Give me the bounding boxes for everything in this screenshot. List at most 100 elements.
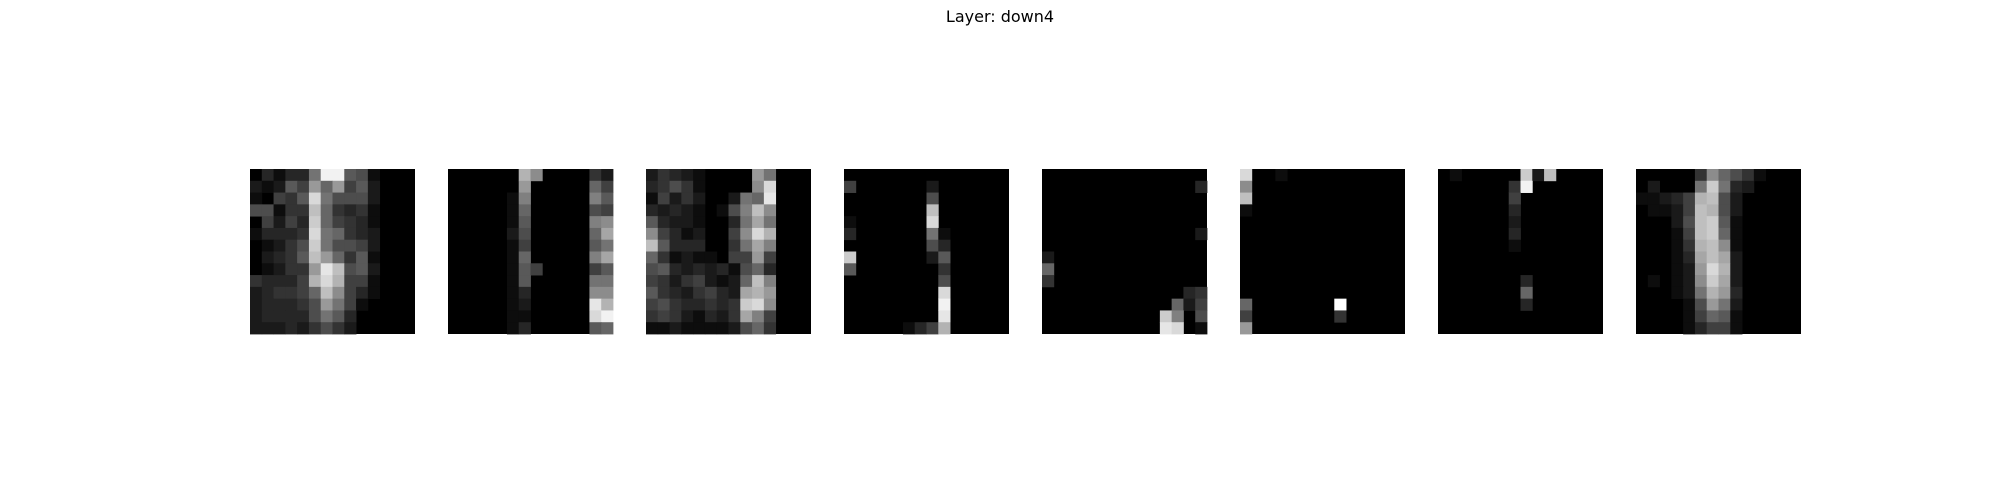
heatmap-cell (926, 251, 939, 264)
heatmap-cell (646, 192, 659, 205)
heatmap-cell (332, 204, 345, 217)
heatmap-cell (681, 251, 694, 264)
heatmap-cell (297, 251, 310, 264)
heatmap-cell (601, 275, 614, 288)
heatmap-cell (926, 322, 939, 335)
heatmap-cell (589, 298, 602, 311)
heatmap-cell (518, 227, 531, 241)
heatmap-cell (681, 322, 694, 335)
feature-map-8 (1636, 169, 1801, 335)
heatmap-cell (844, 216, 857, 229)
heatmap-cell (589, 263, 602, 276)
heatmap-cell (308, 180, 322, 193)
heatmap-cell (332, 310, 345, 323)
heatmap-cell (356, 227, 369, 241)
heatmap-cell (681, 298, 694, 311)
heatmap-cell (1694, 310, 1708, 323)
heatmap-cell (297, 180, 310, 193)
heatmap-cell (740, 298, 753, 311)
heatmap-cell (344, 216, 357, 229)
heatmap-cell (261, 263, 274, 276)
heatmap-cell (1742, 169, 1755, 182)
heatmap-cell (367, 286, 381, 300)
heatmap-cell (332, 263, 345, 276)
heatmap-cell (344, 204, 357, 217)
heatmap-cell (1195, 227, 1208, 241)
heatmap-cell (506, 204, 520, 217)
heatmap-cell (1730, 169, 1743, 182)
heatmap-cell (285, 180, 298, 193)
heatmap-cell (1671, 275, 1684, 288)
heatmap-cell (763, 204, 777, 217)
heatmap-cell (308, 310, 322, 323)
heatmap-cell (356, 216, 369, 229)
heatmap-cell (752, 298, 765, 311)
heatmap-cell (728, 263, 741, 276)
heatmap-cell (1718, 263, 1731, 276)
heatmap-cell (752, 263, 765, 276)
heatmap-cell (938, 286, 951, 300)
heatmap-cell (250, 180, 263, 193)
heatmap-cell (1706, 227, 1719, 241)
heatmap-cell (320, 310, 333, 323)
heatmap-cell (1718, 239, 1731, 252)
heatmap-cell (740, 251, 753, 264)
heatmap-cell (308, 275, 322, 288)
figure-title: Layer: down4 (945, 7, 1055, 26)
heatmap-cell (1706, 322, 1719, 335)
heatmap-cell (1718, 216, 1731, 229)
heatmap-cell (601, 239, 614, 252)
heatmap-cell (1694, 180, 1708, 193)
heatmap-cell (1694, 275, 1708, 288)
heatmap-cell (356, 192, 369, 205)
feature-map-5 (1042, 169, 1208, 335)
heatmap-cell (1544, 169, 1557, 182)
heatmap-cell (1240, 180, 1253, 193)
heatmap-cell (681, 239, 694, 252)
heatmap-cell (1718, 322, 1731, 335)
heatmap-cell (914, 322, 927, 335)
heatmap-cell (285, 192, 298, 205)
heatmap-cell (506, 192, 520, 205)
heatmap-cell (273, 180, 286, 193)
feature-map-6 (1240, 169, 1405, 335)
heatmap-cell (716, 310, 729, 323)
heatmap-cell (356, 169, 369, 182)
heatmap-cell (1718, 180, 1731, 193)
heatmap-cell (308, 204, 322, 217)
heatmap-cell (716, 204, 729, 217)
heatmap-cell (332, 298, 345, 311)
heatmap-cell (297, 322, 310, 335)
heatmap-cell (763, 286, 777, 300)
heatmap-cell (752, 322, 765, 335)
heatmap-cell (1159, 310, 1173, 323)
heatmap-cell (1694, 286, 1708, 300)
heatmap-cell (506, 239, 520, 252)
heatmap-cell (1730, 251, 1743, 264)
heatmap-cell (589, 227, 602, 241)
heatmap-cell (320, 251, 333, 264)
heatmap-cell (657, 322, 670, 335)
heatmap-cell (728, 216, 741, 229)
heatmap-cell (669, 204, 682, 217)
heatmap-cell (728, 286, 741, 300)
heatmap-cell (1683, 192, 1696, 205)
heatmap-cell (763, 239, 777, 252)
heatmap-cell (356, 251, 369, 264)
heatmap-cell (728, 310, 741, 323)
heatmap-cell (506, 298, 520, 311)
heatmap-cell (297, 192, 310, 205)
heatmap-cell (261, 298, 274, 311)
heatmap-cell (601, 216, 614, 229)
heatmap-cell (1706, 192, 1719, 205)
heatmap-cell (669, 180, 682, 193)
heatmap-cell (356, 286, 369, 300)
heatmap-cell (1508, 227, 1521, 241)
heatmap-cell (669, 263, 682, 276)
heatmap-cell (752, 169, 765, 182)
heatmap-cell (926, 239, 939, 252)
heatmap-cell (669, 227, 682, 241)
heatmap-cell (285, 204, 298, 217)
heatmap-cell (681, 263, 694, 276)
